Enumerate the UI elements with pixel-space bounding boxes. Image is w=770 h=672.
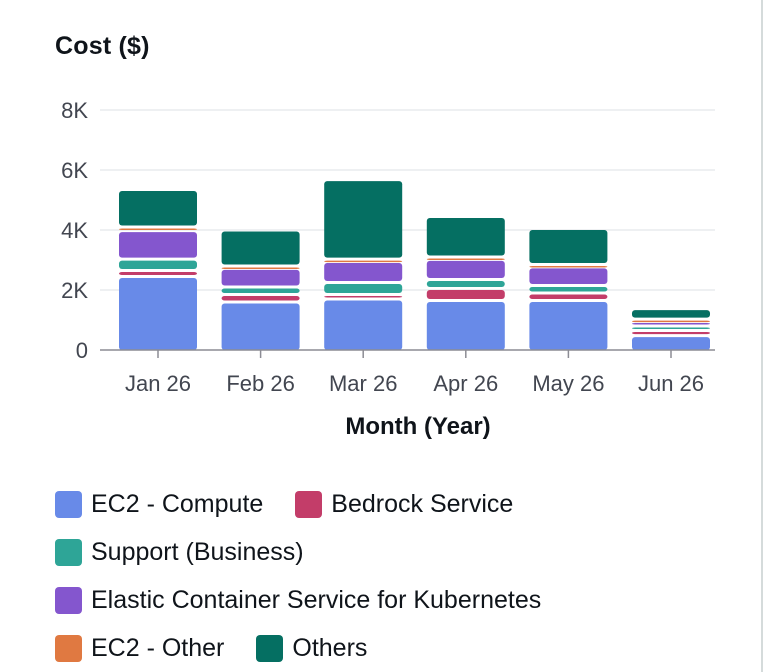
legend-swatch (55, 490, 82, 518)
bar-segment (119, 260, 197, 269)
bar-segment (632, 323, 710, 325)
bar-segment (221, 269, 300, 286)
chart-title: Cost ($) (55, 32, 150, 60)
bar-segment (324, 263, 403, 281)
legend-item[interactable]: Support (Business) (55, 538, 304, 567)
legend-swatch (55, 538, 82, 566)
bar-segment (426, 260, 505, 278)
bar-segment (529, 230, 608, 263)
legend-label: EC2 - Other (91, 633, 225, 662)
y-tick-label: 4K (61, 218, 88, 243)
y-tick-label: 0 (76, 338, 88, 363)
legend-swatch (256, 634, 284, 662)
bar-segment (324, 300, 403, 350)
bar-segment (324, 296, 403, 298)
legend-label: Others (292, 633, 368, 662)
bar-segment (529, 287, 608, 292)
legend-label: Elastic Container Service for Kubernetes (91, 585, 542, 614)
legend-item[interactable]: EC2 - Compute (55, 490, 263, 519)
x-axis-title: Month (Year) (345, 413, 490, 440)
bar-segment (221, 296, 300, 301)
bar-segment (426, 258, 505, 260)
legend-swatch (295, 490, 323, 518)
stacked-bar-chart: 0 2K 4K 6K 8K Jan 26 Feb 26 Mar 26 Apr 26 May 26 J… (61, 98, 715, 440)
bar-segment (426, 218, 505, 256)
legend-label: EC2 - Compute (91, 489, 264, 518)
bar-segment (529, 268, 608, 284)
bar-segment (221, 288, 300, 293)
legend-row: EC2 - Other Others (55, 624, 695, 672)
y-tick-label: 2K (61, 278, 88, 303)
bar-segment (426, 302, 505, 350)
bar-segment (324, 260, 403, 263)
bar-segment (119, 232, 197, 258)
x-tick-label: Mar 26 (329, 371, 397, 396)
bar-segment (426, 290, 505, 299)
bar-segment (324, 181, 403, 258)
bar-segment (119, 191, 197, 226)
chart-legend: EC2 - Compute Bedrock Service Support (Bus… (55, 480, 695, 672)
legend-swatch (55, 586, 82, 614)
legend-item[interactable]: Others (256, 634, 367, 663)
bar-segment (529, 266, 608, 268)
bar-segment (632, 337, 710, 350)
x-tick-label: Feb 26 (226, 371, 295, 396)
legend-item[interactable]: Elastic Container Service for Kubernetes (55, 586, 541, 615)
bar-segment (426, 281, 505, 287)
bar-segment (119, 272, 197, 275)
legend-swatch (55, 634, 82, 662)
legend-row: EC2 - Compute Bedrock Service (55, 480, 695, 528)
bar-segment (221, 231, 300, 265)
bar-segment (119, 278, 197, 350)
bar-segment (632, 320, 710, 323)
legend-row: Support (Business) (55, 528, 695, 576)
bar-segment (632, 327, 710, 329)
x-tick-label: Jun 26 (638, 371, 704, 396)
bar-segment (119, 228, 197, 230)
legend-item[interactable]: Bedrock Service (295, 490, 513, 519)
x-tick-label: Jan 26 (125, 371, 191, 396)
y-tick-label: 6K (61, 158, 88, 183)
y-tick-label: 8K (61, 98, 88, 123)
bar-segment (632, 310, 710, 318)
legend-row: Elastic Container Service for Kubernetes (55, 576, 695, 624)
legend-label: Support (Business) (91, 537, 304, 566)
panel-border (761, 0, 763, 672)
bar-segment (221, 303, 300, 350)
bar-segment (529, 294, 608, 299)
bar-segment (221, 267, 300, 269)
bar-segment (324, 284, 403, 293)
legend-item[interactable]: EC2 - Other (55, 634, 224, 663)
x-tick-label: Apr 26 (433, 371, 498, 396)
legend-label: Bedrock Service (331, 489, 514, 518)
bar-segment (529, 302, 608, 350)
x-tick-label: May 26 (532, 371, 604, 396)
bar-segment (632, 332, 710, 335)
